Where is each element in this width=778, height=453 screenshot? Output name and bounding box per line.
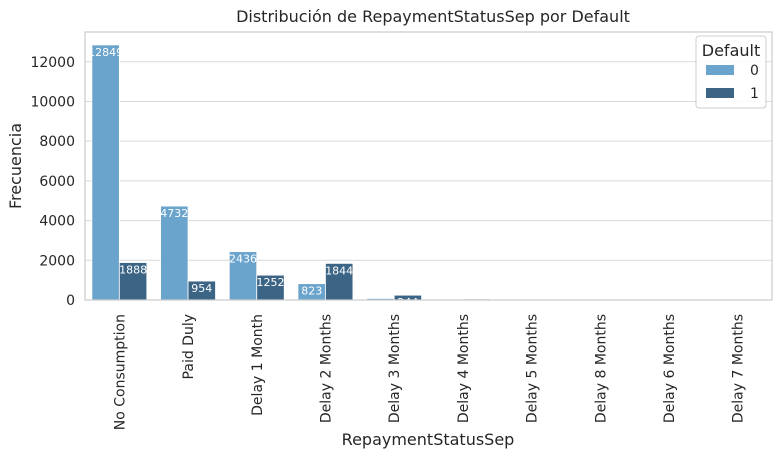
bar-value-label: 4732 <box>160 207 188 220</box>
x-tick-label: Delay 7 Months <box>731 314 747 423</box>
legend-swatch-1 <box>706 88 734 98</box>
x-tick-label: Delay 8 Months <box>593 314 609 423</box>
bar-1-2 <box>256 274 285 301</box>
y-tick-label: 8000 <box>39 134 75 150</box>
x-axis-label: RepaymentStatusSep <box>342 430 515 449</box>
y-tick-label: 0 <box>66 293 75 309</box>
y-tick-label: 12000 <box>30 55 75 71</box>
plot-frame <box>84 31 773 301</box>
grid <box>85 61 772 301</box>
bar-value-label: 244 <box>397 296 418 309</box>
legend-label-1: 1 <box>750 86 759 102</box>
bar-value-label: 2436 <box>229 253 257 266</box>
legend-label-0: 0 <box>750 63 759 79</box>
bar-value-label: 1844 <box>325 264 353 277</box>
y-tick-label: 10000 <box>30 94 75 110</box>
bar-value-label: 12849 <box>88 46 123 59</box>
x-tick-label: Delay 5 Months <box>525 314 541 423</box>
bar-1-3 <box>325 262 354 301</box>
y-tick-label: 4000 <box>39 214 75 230</box>
bar-0-1 <box>160 205 189 301</box>
bar-0-0 <box>91 44 120 301</box>
chart-title: Distribución de RepaymentStatusSep por D… <box>236 7 630 26</box>
bar-value-label: 1252 <box>256 276 284 289</box>
bar-value-label: 823 <box>301 285 322 298</box>
x-tick-label: Delay 2 Months <box>318 314 334 423</box>
x-tick-label: No Consumption <box>112 314 128 430</box>
x-tick-label: Delay 6 Months <box>662 314 678 423</box>
bar-value-label: 954 <box>191 282 212 295</box>
x-tick-label: Delay 4 Months <box>456 314 472 423</box>
bar-value-label: 1888 <box>119 264 147 277</box>
y-axis-label: Frecuencia <box>6 123 25 209</box>
bars <box>91 44 766 301</box>
x-tick-label: Delay 1 Month <box>250 314 266 416</box>
legend-swatch-0 <box>706 65 734 75</box>
x-tick-label: Delay 3 Months <box>387 314 403 423</box>
legend-title: Default <box>702 41 760 60</box>
y-tick-label: 6000 <box>39 174 75 190</box>
x-tick-labels: No Consumption Paid Duly Delay 1 Month Dela… <box>112 314 746 430</box>
legend: Default 0 1 <box>695 35 767 109</box>
bar-1-0 <box>118 262 148 301</box>
y-tick-label: 2000 <box>39 253 75 269</box>
x-tick-label: Paid Duly <box>181 314 197 379</box>
y-tick-labels: 0 2000 4000 6000 8000 10000 12000 <box>30 55 75 309</box>
